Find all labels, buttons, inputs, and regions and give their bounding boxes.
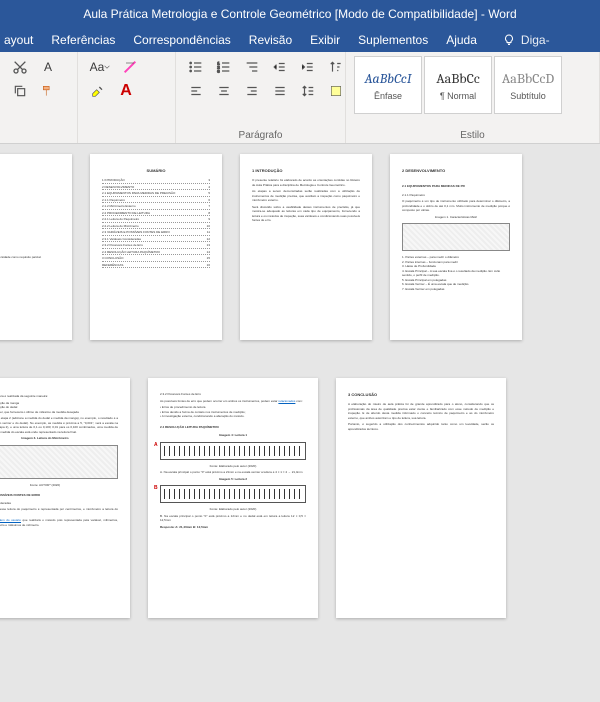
highlight-icon[interactable] [86, 80, 110, 102]
toc-line: 2.2.1 Leitura do Paquímetro9 [102, 217, 210, 223]
paragraph-group: 123 ¶ Parágrafo [176, 52, 346, 143]
toc-line: 2.3.2 Possíveis Fontes de Erro13 [102, 243, 210, 249]
toc-line: 2.3.1 Variáveis Consideradas12 [102, 237, 210, 243]
toc-line: 2 DESENVOLVIMENTO4 [102, 185, 210, 191]
tab-references[interactable]: Referências [51, 33, 115, 47]
numbering-icon[interactable]: 123 [212, 56, 236, 78]
page-thumb-3[interactable]: 1 INTRODUÇÃO O presente relatório foi el… [240, 154, 372, 340]
tab-help[interactable]: Ajuda [446, 33, 477, 47]
format-painter-icon[interactable] [36, 80, 60, 102]
sort-icon[interactable] [324, 56, 348, 78]
svg-text:3: 3 [217, 68, 220, 73]
toc-line: 2.1 EQUIPAMENTOS PARA MEDIDAS DE PRECISÃ… [102, 191, 210, 197]
tell-me[interactable]: Diga- [503, 33, 550, 47]
copy-icon[interactable] [8, 80, 32, 102]
align-left-icon[interactable] [184, 80, 208, 102]
paragraph-label: Parágrafo [184, 128, 337, 141]
bullets-icon[interactable] [184, 56, 208, 78]
page-thumb-5[interactable]: Deste modo, sua leitura é realizada da s… [0, 378, 130, 618]
group-label [8, 128, 69, 141]
ribbon: A Aa A [0, 52, 600, 144]
page-thumb-4[interactable]: 2 DESENVOLVIMENTO 2.1 EQUIPAMENTOS PARA … [390, 154, 522, 340]
toc-line: 2.1.2 Micrômetro Externo7 [102, 204, 210, 210]
shading-icon[interactable] [324, 80, 348, 102]
tab-mailings[interactable]: Correspondências [133, 33, 230, 47]
toc-line: 1 INTRODUÇÃO3 [102, 178, 210, 184]
style-normal[interactable]: AaBbCc ¶ Normal [424, 56, 492, 114]
font-color-icon[interactable]: A [114, 80, 138, 102]
style-subtitle[interactable]: AaBbCcD Subtítulo [494, 56, 562, 114]
micrometer-image [0, 445, 118, 479]
ruler-a [160, 442, 306, 460]
decrease-indent-icon[interactable] [268, 56, 292, 78]
caliper-image [402, 223, 510, 251]
align-center-icon[interactable] [212, 80, 236, 102]
page-thumb-7[interactable]: 3 CONCLUSÃO A elaboração do roteiro de a… [336, 378, 506, 618]
page-row-1: DO ALUNO LA PRÁTICA TROLE GEOMÉTRICO de … [0, 144, 600, 340]
tell-me-label: Diga- [521, 33, 550, 47]
page-row-2: Deste modo, sua leitura é realizada da s… [0, 368, 600, 618]
cut-icon[interactable] [8, 56, 32, 78]
toc-line: 2.1.1 Paquímetro6 [102, 198, 210, 204]
toc-line: 2.2.2 Leitura do Micrômetro10 [102, 224, 210, 230]
tab-addins[interactable]: Suplementos [358, 33, 428, 47]
tab-review[interactable]: Revisão [249, 33, 292, 47]
increase-indent-icon[interactable] [296, 56, 320, 78]
style-emphasis[interactable]: AaBbCcI Ênfase [354, 56, 422, 114]
ruler-b [160, 485, 306, 503]
change-case-icon[interactable]: Aa [86, 56, 114, 78]
document-canvas[interactable]: DO ALUNO LA PRÁTICA TROLE GEOMÉTRICO de … [0, 144, 600, 702]
list-item: • Etapa 3: Ler o vernier, que fornecerá … [0, 410, 118, 415]
style-gallery[interactable]: AaBbCcI Ênfase AaBbCc ¶ Normal AaBbCcD S… [354, 56, 562, 114]
window-title: Aula Prática Metrologia e Controle Geomé… [83, 7, 516, 21]
lightbulb-icon [503, 34, 515, 46]
page-thumb-6[interactable]: 2.3.2 Possíveis Fontes de Erro As possív… [148, 378, 318, 618]
page-thumb-1[interactable]: DO ALUNO LA PRÁTICA TROLE GEOMÉTRICO de … [0, 154, 72, 340]
line-spacing-icon[interactable] [296, 80, 320, 102]
ribbon-tabs: ayout Referências Correspondências Revis… [0, 28, 600, 52]
clipboard-group: A [0, 52, 78, 143]
clear-format-icon[interactable] [118, 56, 142, 78]
page-thumb-2[interactable]: SUMÁRIO 1 INTRODUÇÃO32 DESENVOLVIMENTO42… [90, 154, 222, 340]
toc-line: 2.3 VARIÁVEIS E POSSÍVEIS FONTES DE ERRO… [102, 230, 210, 236]
toc-line: 2.4 RESOLUÇÃO LEITURA PAQUÍMETRO14 [102, 250, 210, 256]
justify-icon[interactable] [268, 80, 292, 102]
toc-line: 2.2 PROCEDIMENTO DE LEITURA8 [102, 211, 210, 217]
tab-layout[interactable]: ayout [4, 33, 33, 47]
font-size-icon[interactable]: A [36, 56, 60, 78]
toc-line: REFERÊNCIAS16 [102, 263, 210, 269]
title-bar: Aula Prática Metrologia e Controle Geomé… [0, 0, 600, 28]
styles-group: AaBbCcI Ênfase AaBbCc ¶ Normal AaBbCcD S… [346, 52, 600, 143]
styles-label: Estilo [354, 128, 591, 141]
font-group: Aa A [78, 52, 176, 143]
toc-line: 3 CONCLUSÃO15 [102, 256, 210, 262]
align-right-icon[interactable] [240, 80, 264, 102]
multilevel-icon[interactable] [240, 56, 264, 78]
tab-view[interactable]: Exibir [310, 33, 340, 47]
